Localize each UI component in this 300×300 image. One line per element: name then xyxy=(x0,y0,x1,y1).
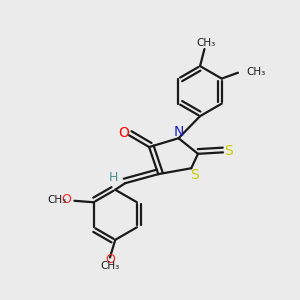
Text: H: H xyxy=(109,171,119,184)
Text: N: N xyxy=(174,125,184,139)
Text: S: S xyxy=(190,168,199,182)
Text: CH₃: CH₃ xyxy=(48,195,67,205)
Text: O: O xyxy=(105,253,115,266)
Text: O: O xyxy=(61,193,71,206)
Text: CH₃: CH₃ xyxy=(100,261,120,271)
Text: S: S xyxy=(224,144,233,158)
Text: O: O xyxy=(118,126,129,140)
Text: CH₃: CH₃ xyxy=(246,67,266,76)
Text: CH₃: CH₃ xyxy=(196,38,216,47)
